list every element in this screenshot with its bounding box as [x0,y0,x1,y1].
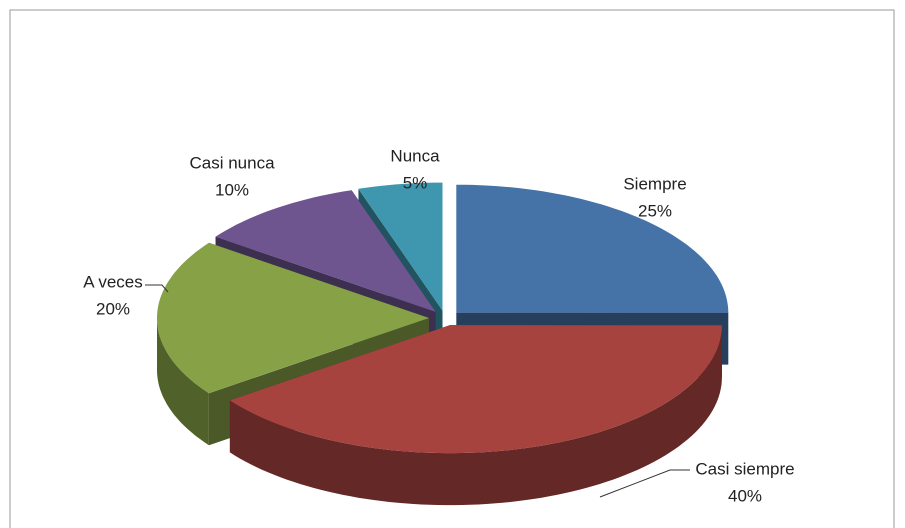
slice-value-label: 40% [728,486,762,505]
slice [229,325,722,454]
slice-value-label: 20% [96,299,130,318]
pie-tops [157,182,729,454]
leader-line [145,284,169,293]
slice-label: Casi siempre [695,459,794,478]
slice [358,182,443,311]
slice-label: Nunca [390,146,440,165]
leader-line [599,469,690,498]
slice [157,242,429,394]
labels: Siempre 25% Casi siempre 40% A veces 20% Casi … [83,146,794,505]
slice-value-label: 10% [215,180,249,199]
slice-label: Casi nunca [189,153,275,172]
slice-outer-side [229,325,722,506]
slice-outer-side [157,318,209,446]
slice-value-label: 25% [638,201,672,220]
slice-label: Siempre [623,174,686,193]
slice [456,184,729,313]
slice-value-label: 5% [403,173,428,192]
slice-label: A veces [83,272,143,291]
slice [215,190,436,312]
